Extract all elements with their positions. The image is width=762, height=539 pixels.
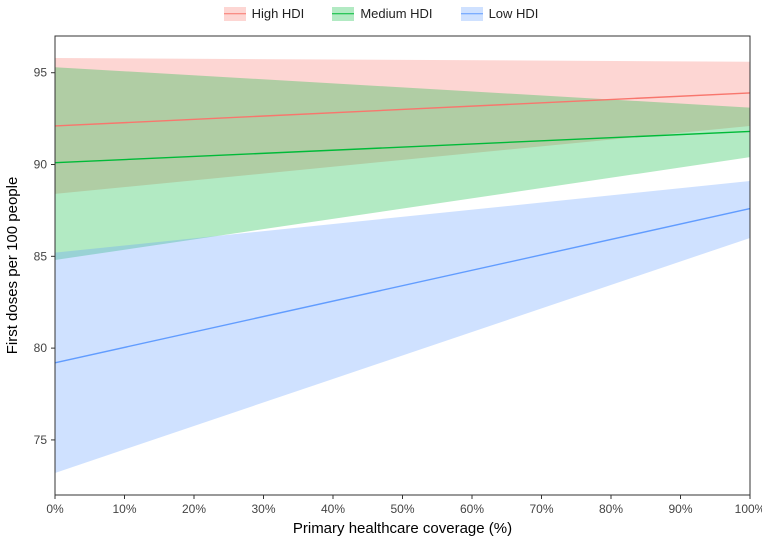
y-tick-label: 80 <box>34 341 48 355</box>
y-tick-label: 85 <box>34 249 48 263</box>
x-tick-label: 30% <box>251 502 275 516</box>
y-axis-label: First doses per 100 people <box>4 177 21 355</box>
line-chart: High HDI Medium HDI Low HDI 75808590950%… <box>0 0 762 539</box>
chart-svg: 75 80 85 90 95 0% 10% 20% 30% 40% 50% 60% 70% 80% 90% 1… <box>0 0 762 539</box>
x-tick-label: 40% <box>321 502 345 516</box>
x-tick-label: 0% <box>46 502 64 516</box>
x-tick-label: 80% <box>599 502 623 516</box>
x-tick-label: 10% <box>112 502 136 516</box>
y-tick-label: 95 <box>34 66 48 80</box>
x-tick-label: 70% <box>529 502 553 516</box>
y-tick-label: 90 <box>34 158 48 172</box>
x-tick-label: 20% <box>182 502 206 516</box>
x-tick-label: 100% <box>735 502 762 516</box>
x-tick-label: 50% <box>390 502 414 516</box>
x-tick-label: 60% <box>460 502 484 516</box>
y-tick-label: 75 <box>34 433 48 447</box>
x-tick-label: 90% <box>668 502 692 516</box>
x-axis-label: Primary healthcare coverage (%) <box>293 520 512 537</box>
